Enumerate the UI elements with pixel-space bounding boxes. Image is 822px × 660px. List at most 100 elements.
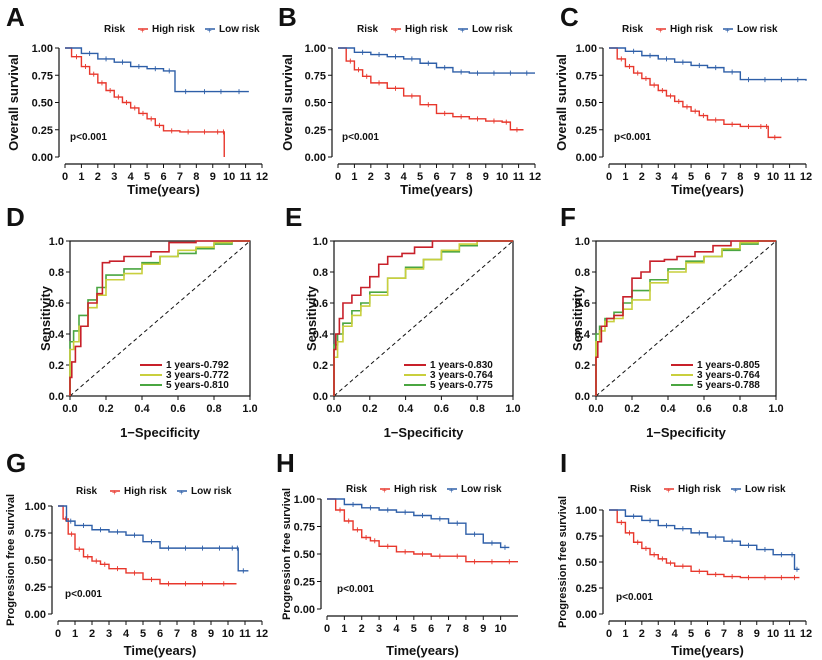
y-axis-title: Progression free survival <box>557 496 569 628</box>
roc-curve-3y <box>69 240 250 396</box>
x-tick-label: 6 <box>428 623 434 635</box>
x-tick-label: 0 <box>55 628 61 640</box>
x-tick-label: 0.6 <box>434 403 449 415</box>
km-curve-high-risk <box>58 505 237 585</box>
y-tick-label: 0.8 <box>49 267 64 279</box>
legend-plus-low: + <box>207 26 212 35</box>
y-axis-title: Sensitivity <box>304 285 319 351</box>
x-axis-title: Time(years) <box>671 182 744 197</box>
x-tick-label: 1 <box>351 171 357 183</box>
roc-legend-label: 1 years-0.830 <box>430 360 493 371</box>
x-tick-label: 5 <box>140 628 146 640</box>
x-tick-label: 0.4 <box>134 403 150 415</box>
y-tick-label: 0.25 <box>576 125 597 137</box>
y-tick-label: 0.50 <box>32 98 53 110</box>
km-curve-low-risk <box>338 47 535 74</box>
x-tick-label: 8 <box>193 171 199 183</box>
x-tick-label: 9 <box>480 623 486 635</box>
panel-letter: H <box>276 448 295 478</box>
y-axis-title: Sensitivity <box>38 285 53 351</box>
panel-f: F 0.0 0.2 0.4 0.6 0.8 1.0 0.0 0.2 0.4 0.6 0.8 1.0 1−S… <box>560 202 784 440</box>
y-tick-label: 0.00 <box>576 609 597 621</box>
x-tick-label: 1 <box>622 171 628 183</box>
legend-label-high: High risk <box>670 24 713 35</box>
legend-title: Risk <box>622 24 644 35</box>
km-curve-high-risk <box>609 47 782 139</box>
y-tick-label: 0.6 <box>49 298 64 310</box>
p-value: p<0.001 <box>616 592 653 603</box>
roc-legend-label: 3 years-0.772 <box>166 370 229 381</box>
x-tick-label: 9 <box>208 628 214 640</box>
legend-plus-low: + <box>733 486 738 495</box>
legend-label-low: Low risk <box>745 484 786 495</box>
y-tick-label: 0.00 <box>294 604 315 616</box>
y-tick-label: 0.50 <box>294 549 315 561</box>
p-value: p<0.001 <box>342 132 379 143</box>
x-tick-label: 10 <box>223 171 235 183</box>
x-tick-label: 11 <box>239 628 251 640</box>
panel-letter: D <box>6 202 25 232</box>
x-tick-label: 0.2 <box>624 403 639 415</box>
x-tick-label: 3 <box>106 628 112 640</box>
y-tick-label: 0.50 <box>25 555 46 567</box>
y-tick-label: 0.00 <box>25 609 46 621</box>
roc-legend-label: 5 years-0.810 <box>166 380 229 391</box>
x-tick-label: 1 <box>78 171 84 183</box>
legend-title: Risk <box>76 486 98 497</box>
x-axis-title: Time(years) <box>127 182 200 197</box>
legend-label-high: High risk <box>405 24 448 35</box>
y-tick-label: 0.00 <box>576 152 597 164</box>
y-tick-label: 1.00 <box>32 43 53 55</box>
y-tick-label: 0.4 <box>49 329 65 341</box>
x-tick-label: 7 <box>445 623 451 635</box>
y-tick-label: 0.2 <box>313 360 328 372</box>
km-curve-high-risk <box>338 47 524 131</box>
y-tick-label: 0.6 <box>575 298 590 310</box>
x-tick-label: 8 <box>463 623 469 635</box>
x-tick-label: 3 <box>655 171 661 183</box>
x-tick-label: 3 <box>655 628 661 640</box>
y-tick-label: 0.75 <box>25 528 46 540</box>
x-tick-label: 2 <box>95 171 101 183</box>
y-tick-label: 0.8 <box>575 267 590 279</box>
x-tick-label: 4 <box>123 628 130 640</box>
panel-letter: F <box>560 202 576 232</box>
reference-diagonal <box>595 240 777 397</box>
y-tick-label: 0.25 <box>305 125 326 137</box>
roc-legend-label: 3 years-0.764 <box>430 370 493 381</box>
x-tick-label: 3 <box>384 171 390 183</box>
x-tick-label: 8 <box>737 628 743 640</box>
x-axis-title: Time(years) <box>124 643 197 658</box>
roc-legend-label: 5 years-0.788 <box>697 380 760 391</box>
y-tick-label: 0.0 <box>575 391 590 403</box>
reference-diagonal <box>333 240 514 397</box>
x-tick-label: 2 <box>89 628 95 640</box>
x-tick-label: 3 <box>111 171 117 183</box>
legend-label-high: High risk <box>124 486 167 497</box>
x-tick-label: 4 <box>393 623 400 635</box>
y-tick-label: 1.0 <box>313 236 328 248</box>
y-tick-label: 1.0 <box>49 236 64 248</box>
legend-plus-low: + <box>725 26 730 35</box>
plot-frame <box>595 240 777 397</box>
panel-c: C0.000.250.500.751.000 1 2 3 4 5 6 7 8 9 10 11 12Tim… <box>554 2 812 197</box>
legend-title: Risk <box>346 484 368 495</box>
legend-label-low: Low risk <box>472 24 513 35</box>
x-axis-title: Time(years) <box>671 643 744 658</box>
y-tick-label: 0.75 <box>305 70 326 82</box>
panel-letter: A <box>6 2 25 32</box>
y-tick-label: 0.25 <box>32 125 53 137</box>
x-tick-label: 1 <box>72 628 78 640</box>
reference-diagonal <box>69 240 251 397</box>
x-tick-label: 4 <box>128 171 135 183</box>
legend-plus-high: + <box>112 488 117 497</box>
y-axis-title: Overall survival <box>6 54 21 151</box>
y-tick-label: 0.50 <box>576 557 597 569</box>
legend-label-low: Low risk <box>191 486 232 497</box>
x-tick-label: 0.8 <box>470 403 485 415</box>
panel-b: B0.000.250.500.751.000 1 2 3 4 5 6 7 8 9 10 11 12Tim… <box>278 2 541 197</box>
x-tick-label: 3 <box>376 623 382 635</box>
x-tick-label: 0.8 <box>206 403 221 415</box>
x-tick-label: 9 <box>754 171 760 183</box>
